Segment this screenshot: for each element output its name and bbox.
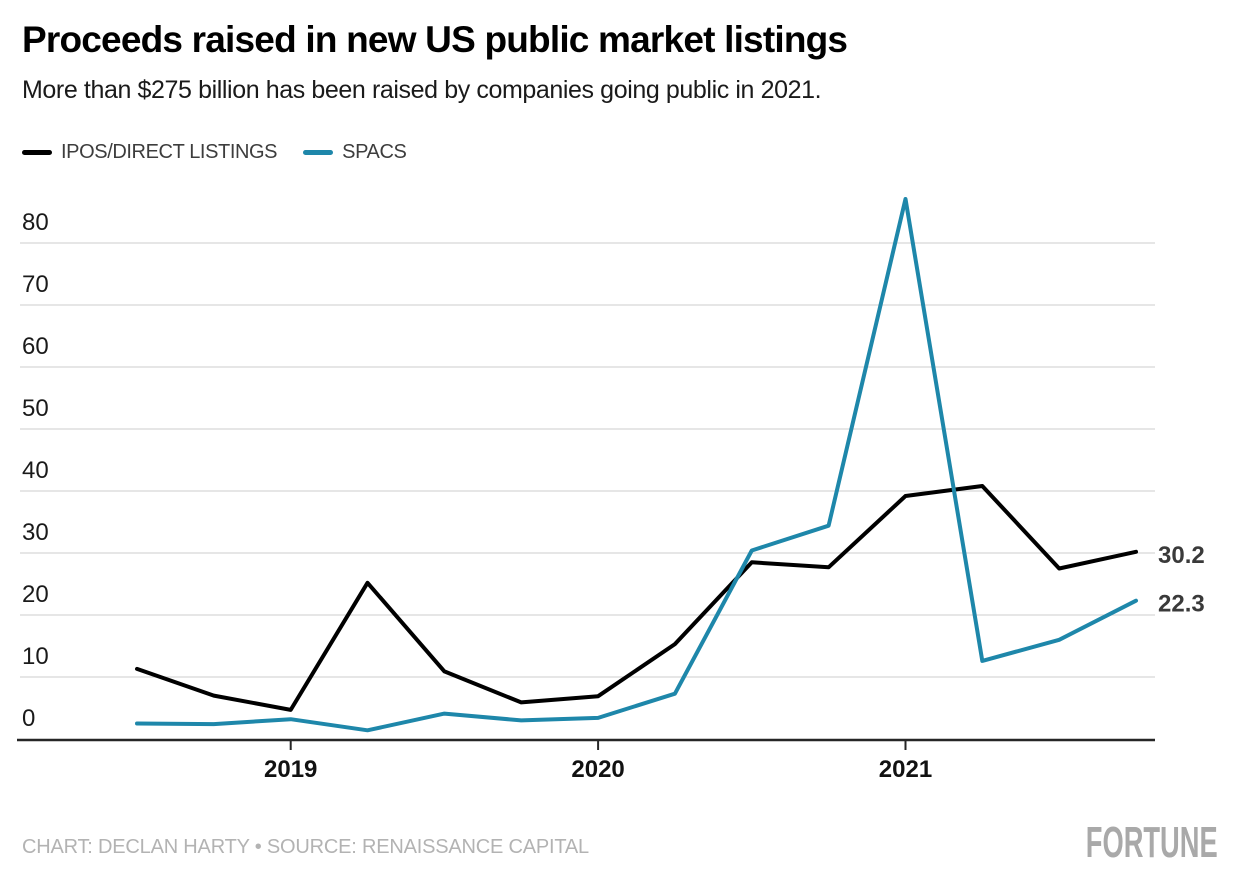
legend-item-ipos: IPOS/DIRECT LISTINGS <box>22 141 278 164</box>
line-swatch-icon <box>303 150 334 155</box>
y-tick-label: 30 <box>22 519 49 546</box>
y-tick-label: 80 <box>22 209 49 236</box>
series-end-label: 30.2 <box>1158 542 1205 569</box>
page-title: Proceeds raised in new US public market … <box>22 19 848 60</box>
y-tick-label: 10 <box>22 643 49 670</box>
x-tick-label: 2020 <box>571 756 624 783</box>
y-tick-label: 50 <box>22 395 49 422</box>
legend-item-spacs: SPACS <box>303 141 407 164</box>
x-tick-label: 2019 <box>264 756 317 783</box>
series-line-spacs <box>135 197 1138 733</box>
chart-subtitle: More than $275 billion has been raised b… <box>22 76 822 104</box>
legend-label-spacs: SPACS <box>342 141 407 163</box>
y-tick-label: 0 <box>22 705 35 732</box>
y-tick-label: 40 <box>22 457 49 484</box>
chart-credit: CHART: DECLAN HARTY • SOURCE: RENAISSANC… <box>22 836 589 858</box>
legend-label-ipos: IPOS/DIRECT LISTINGS <box>61 141 278 163</box>
x-tick-label: 2021 <box>879 756 932 783</box>
chart-legend: IPOS/DIRECT LISTINGS SPACS <box>22 141 407 164</box>
y-tick-label: 70 <box>22 271 49 298</box>
fortune-logo: FORTUNE <box>1086 818 1218 867</box>
series-line-ipos-direct-listings <box>135 484 1138 712</box>
y-tick-label: 20 <box>22 581 49 608</box>
line-swatch-icon <box>22 150 52 155</box>
y-tick-label: 60 <box>22 333 49 360</box>
series-end-label: 22.3 <box>1158 591 1205 618</box>
